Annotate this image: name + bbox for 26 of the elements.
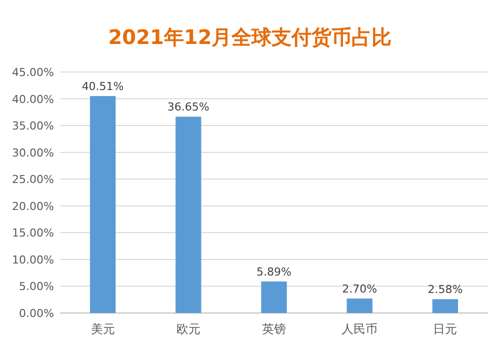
y-tick-label: 5.00% bbox=[19, 280, 54, 294]
x-tick-label: 人民币 bbox=[342, 322, 378, 336]
x-tick-label: 美元 bbox=[90, 322, 115, 336]
chart-title: 2021年12月全球支付货币占比 bbox=[108, 25, 392, 49]
bar bbox=[176, 116, 202, 313]
bar bbox=[432, 299, 458, 313]
y-tick-label: 15.00% bbox=[12, 226, 54, 240]
x-tick-label: 日元 bbox=[433, 322, 458, 336]
data-label: 5.89% bbox=[256, 265, 292, 278]
bar bbox=[90, 96, 116, 313]
y-tick-label: 10.00% bbox=[12, 253, 54, 266]
x-tick-label: 英镑 bbox=[262, 322, 286, 336]
bar bbox=[261, 281, 287, 313]
x-tick-label: 欧元 bbox=[176, 322, 200, 336]
data-label: 2.70% bbox=[342, 282, 378, 296]
data-label: 40.51% bbox=[82, 80, 124, 94]
y-tick-label: 45.00% bbox=[12, 66, 54, 79]
y-tick-label: 20.00% bbox=[12, 200, 54, 213]
data-label: 2.58% bbox=[428, 283, 463, 296]
bar bbox=[346, 298, 372, 313]
y-tick-label: 0.00% bbox=[19, 307, 54, 320]
data-label: 36.65% bbox=[167, 100, 210, 114]
y-tick-label: 40.00% bbox=[12, 92, 54, 106]
y-tick-label: 25.00% bbox=[12, 173, 54, 186]
y-tick-label: 30.00% bbox=[12, 146, 54, 160]
y-tick-label: 35.00% bbox=[12, 120, 54, 133]
